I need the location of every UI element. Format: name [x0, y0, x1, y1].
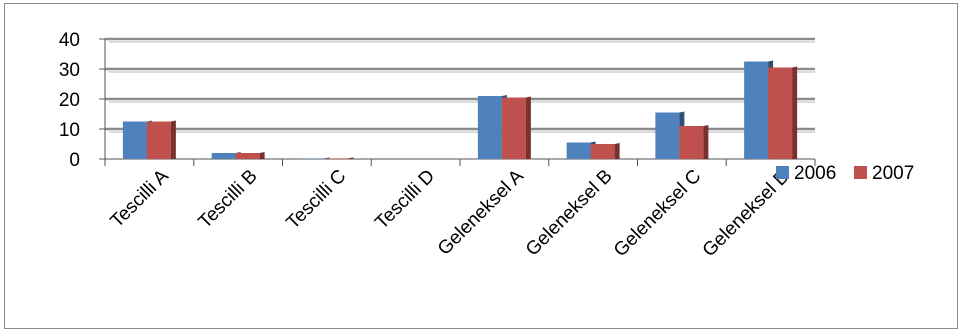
chart-frame [4, 3, 958, 329]
category-label: Geleneksel B [522, 166, 617, 261]
legend: 2006 2007 [776, 163, 914, 184]
bar-2006 [211, 153, 236, 159]
y-tick-label: 0 [69, 150, 80, 171]
legend-label: 2006 [794, 163, 836, 184]
category-labels: Tescilli A Tescilli B Tescilli C Tescilli D… [107, 165, 795, 261]
legend-swatch [854, 166, 867, 179]
bar-2007 [501, 97, 526, 159]
y-tick-label: 10 [59, 120, 80, 141]
bar-2006 [300, 158, 325, 159]
bar-side-2007 [703, 125, 709, 159]
bar-2006 [744, 61, 769, 159]
legend-label: 2007 [872, 163, 914, 184]
y-tick-label: 20 [59, 90, 80, 111]
category-label: Tescilli B [195, 166, 262, 233]
bar-side-2007 [792, 66, 798, 159]
category-label: Geleneksel D [699, 166, 795, 262]
legend-swatch [776, 166, 789, 179]
y-tick-label: 30 [59, 60, 80, 81]
y-tick-labels: 0 10 20 30 40 [59, 30, 80, 171]
bar-2007 [324, 158, 349, 159]
category-label: Tescilli A [107, 165, 174, 232]
category-label: Geleneksel A [434, 165, 528, 259]
bar-2007 [679, 126, 704, 159]
gridlines [105, 37, 815, 133]
category-label: Tescilli C [283, 166, 351, 234]
bar-side-2007 [614, 143, 620, 159]
bar-2006 [477, 96, 502, 159]
bar-2007 [146, 121, 171, 159]
bar-side-2007 [170, 120, 176, 159]
bar-side-2007 [348, 157, 354, 159]
y-tick-label: 40 [59, 30, 80, 51]
bar-side-2007 [259, 152, 265, 159]
bar-2006 [122, 121, 147, 159]
bar-2006 [655, 112, 680, 159]
bar-side-2007 [525, 96, 531, 159]
bar-2007 [235, 153, 260, 159]
bar-2006 [566, 142, 591, 159]
bar-2007 [768, 67, 793, 159]
category-label: Geleneksel C [610, 166, 706, 262]
bars [122, 60, 798, 159]
bar-2007 [590, 144, 615, 159]
category-label: Tescilli D [371, 166, 439, 234]
